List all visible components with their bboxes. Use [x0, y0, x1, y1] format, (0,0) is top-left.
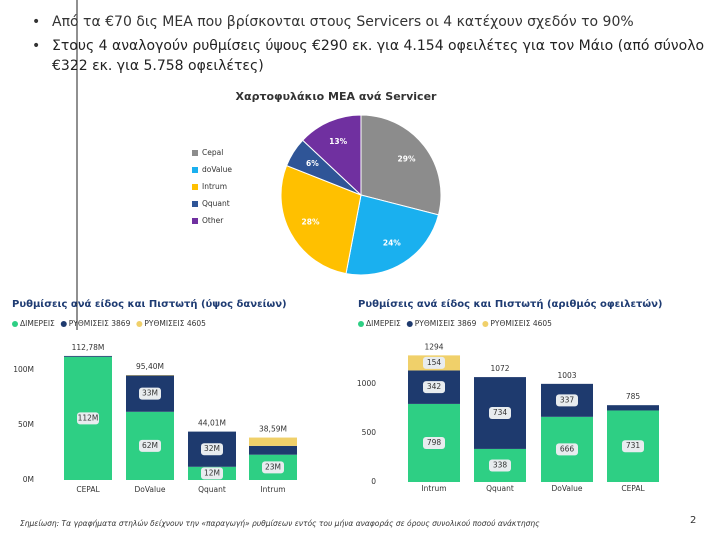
- y-tick-label: 1000: [357, 379, 376, 388]
- data-label: 24%: [383, 239, 401, 248]
- legend-label: ΔΙΜΕΡΕΙΣ: [366, 319, 401, 328]
- bullet: Στους 4 αναλογούν ρυθμίσεις ύψους €290 ε…: [52, 38, 705, 74]
- legend-swatch: [192, 184, 198, 190]
- total-label: 112,78M: [72, 343, 105, 352]
- x-tick-label: CEPAL: [76, 485, 100, 494]
- legend-label: ΡΥΘΜΙΣΕΙΣ 3869: [69, 319, 131, 328]
- x-tick-label: Qquant: [198, 485, 226, 494]
- label-box: [423, 381, 445, 394]
- legend-label: ΡΥΘΜΙΣΕΙΣ 4605: [144, 319, 206, 328]
- data-label: 342: [427, 382, 442, 391]
- data-label: 62M: [142, 441, 158, 450]
- legend-label: Qquant: [202, 199, 230, 208]
- pie-slice: [345, 194, 440, 276]
- bullet-wrap: Στους 4 αναλογούν ρυθμίσεις ύψους €290 ε…: [52, 38, 705, 74]
- legend-dot: [482, 321, 489, 327]
- label-box: [423, 436, 445, 449]
- data-label: 29%: [398, 155, 416, 164]
- legend-dot: [406, 321, 413, 327]
- y-tick-label: 0M: [23, 475, 34, 484]
- total-label: 1072: [490, 364, 509, 373]
- legend-label: ΔΙΜΕΡΕΙΣ: [20, 319, 55, 328]
- bar-segment: [249, 437, 297, 446]
- pie-slice: [301, 114, 362, 197]
- data-label: 23M: [265, 462, 281, 471]
- data-label: 798: [427, 438, 442, 447]
- y-tick-label: 0: [371, 477, 376, 486]
- total-label: 95,40M: [136, 362, 164, 371]
- data-label: 734: [493, 408, 508, 417]
- x-tick-label: DoValue: [135, 485, 166, 494]
- x-tick-label: Intrum: [260, 485, 285, 494]
- pie-slice: [360, 114, 442, 216]
- data-label: 666: [560, 444, 575, 453]
- data-label: 32M: [204, 444, 220, 453]
- legend-label: Other: [202, 216, 224, 225]
- legend-swatch: [192, 150, 198, 156]
- page-number: 2: [690, 515, 696, 526]
- chart-title: Ρυθμίσεις ανά είδος και Πιστωτή (ύψος δα…: [12, 298, 287, 310]
- legend-dot: [358, 321, 364, 327]
- total-label: 38,59M: [259, 425, 287, 434]
- legend-label: ΡΥΘΜΙΣΕΙΣ 4605: [490, 319, 552, 328]
- label-box: [139, 387, 161, 400]
- bullet: Από τα €70 δις ΜΕΑ που βρίσκονται στους …: [52, 14, 634, 30]
- data-label: 6%: [306, 159, 319, 168]
- label-box: [556, 443, 578, 456]
- y-tick-label: 100M: [13, 365, 34, 374]
- label-box: [556, 394, 578, 407]
- data-label: 33M: [142, 389, 158, 398]
- label-box: [489, 407, 511, 420]
- legend-swatch: [192, 218, 198, 224]
- bar-segment: [64, 355, 112, 357]
- legend-swatch: [192, 201, 198, 207]
- label-box: [622, 440, 644, 453]
- data-label: 731: [626, 441, 641, 450]
- data-label: 12M: [204, 468, 220, 477]
- x-tick-label: CEPAL: [621, 484, 645, 493]
- bullet-dot: •: [32, 14, 40, 30]
- y-tick-label: 500: [362, 428, 377, 437]
- chart-title: Χαρτοφυλάκιο ΜΕΑ ανά Servicer: [236, 90, 437, 103]
- footnote: Σημείωση: Τα γραφήματα στηλών δείχνουν τ…: [20, 519, 540, 528]
- total-label: 1003: [557, 371, 576, 380]
- x-tick-label: Qquant: [486, 484, 514, 493]
- x-tick-label: Intrum: [421, 484, 446, 493]
- pie-slice: [280, 164, 362, 275]
- x-tick-label: DoValue: [552, 484, 583, 493]
- label-box: [77, 412, 99, 425]
- legend-dot: [136, 321, 143, 327]
- total-label: 1294: [424, 342, 443, 351]
- legend-label: Cepal: [202, 148, 223, 157]
- total-label: 785: [626, 392, 641, 401]
- legend-dot: [60, 321, 67, 327]
- data-label: 337: [560, 395, 575, 404]
- data-label: 112M: [78, 413, 99, 422]
- legend-swatch: [192, 167, 198, 173]
- bar-segment: [249, 445, 297, 455]
- total-label: 44,01M: [198, 419, 226, 428]
- label-box: [423, 356, 445, 369]
- label-box: [489, 459, 511, 472]
- label-box: [262, 461, 284, 474]
- label-box: [201, 467, 223, 480]
- bar-segment: [607, 405, 659, 411]
- label-box: [201, 443, 223, 456]
- chart-title: Ρυθμίσεις ανά είδος και Πιστωτή (αριθμός…: [358, 298, 662, 310]
- data-label: 28%: [302, 218, 320, 227]
- legend-label: doValue: [202, 165, 232, 174]
- legend-label: Intrum: [202, 182, 227, 191]
- legend-dot: [12, 321, 18, 327]
- data-label: 338: [493, 460, 508, 469]
- bullet-dot: •: [32, 38, 40, 54]
- label-box: [139, 439, 161, 452]
- y-tick-label: 50M: [18, 420, 34, 429]
- data-label: 13%: [329, 137, 347, 146]
- legend-label: ΡΥΘΜΙΣΕΙΣ 3869: [415, 319, 477, 328]
- data-label: 154: [427, 358, 442, 367]
